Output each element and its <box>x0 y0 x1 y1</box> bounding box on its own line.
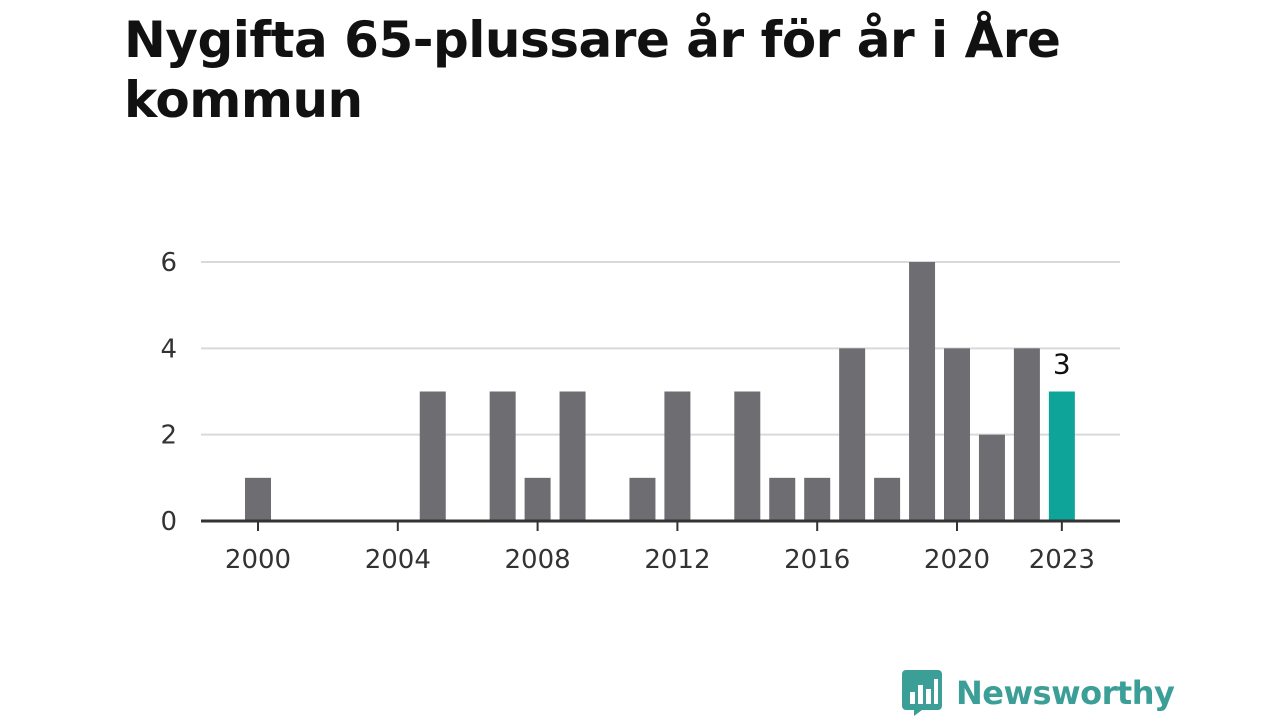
gridlines <box>201 261 1120 436</box>
x-tick-label: 2004 <box>365 545 431 575</box>
x-tick-label: 2016 <box>784 545 850 575</box>
bar <box>1013 348 1040 521</box>
bar <box>734 391 761 521</box>
bar <box>839 348 866 521</box>
bar <box>769 477 796 521</box>
bar <box>524 477 551 521</box>
bar-chart: 0 2 4 6 2000 2004 2008 2012 2016 2020 2023 3 <box>160 248 1120 575</box>
bar <box>909 262 936 521</box>
newsworthy-logo-icon <box>902 670 942 716</box>
x-tick-label: 2012 <box>644 545 710 575</box>
bar <box>804 477 831 521</box>
data-labels: 3 <box>1053 348 1071 381</box>
y-tick-label: 4 <box>160 334 177 364</box>
y-tick-label: 6 <box>160 248 177 278</box>
x-tick-label: 2020 <box>924 545 990 575</box>
y-tick-label: 2 <box>160 421 177 451</box>
chart-title: Nygifta 65-plussare år för år i Åre komm… <box>124 11 1061 129</box>
bar <box>944 348 970 521</box>
y-tick-labels: 0 2 4 6 <box>160 248 177 537</box>
x-tick-label: 2008 <box>505 545 571 575</box>
bars <box>245 262 1075 521</box>
brand-name: Newsworthy <box>956 674 1175 712</box>
bar <box>978 434 1005 521</box>
bar <box>245 477 271 521</box>
bar <box>874 477 901 521</box>
bar <box>419 391 446 521</box>
bar <box>489 391 516 521</box>
y-tick-label: 0 <box>160 507 177 537</box>
x-tick-labels: 2000 2004 2008 2012 2016 2020 2023 <box>225 521 1095 575</box>
brand: Newsworthy <box>902 670 1175 716</box>
x-tick-label: 2000 <box>225 545 291 575</box>
data-label: 3 <box>1053 348 1071 381</box>
bar <box>559 391 586 521</box>
bar <box>1048 391 1075 521</box>
bar <box>664 391 691 521</box>
bar <box>629 477 656 521</box>
x-tick-label: 2023 <box>1029 545 1095 575</box>
